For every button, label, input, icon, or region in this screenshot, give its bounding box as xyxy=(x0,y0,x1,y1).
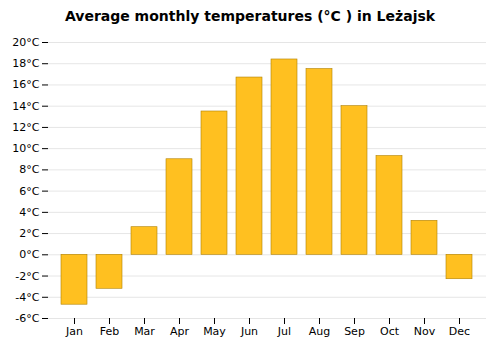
svg-text:-6°C: -6°C xyxy=(15,312,39,325)
html-text:Average monthly temperatures (: Average monthly temperatures (°C ) in Le… xyxy=(64,8,436,24)
svg-text:8°C: 8°C xyxy=(19,163,39,176)
svg-text:-2°C: -2°C xyxy=(15,270,39,283)
svg-text:Jan: Jan xyxy=(65,325,83,338)
svg-text:4°C: 4°C xyxy=(19,206,39,219)
svg-text:Aug: Aug xyxy=(309,325,330,338)
svg-text:Jun: Jun xyxy=(240,325,258,338)
svg-text:12°C: 12°C xyxy=(12,121,39,134)
svg-text:18°C: 18°C xyxy=(12,57,39,70)
svg-text:2°C: 2°C xyxy=(19,227,39,240)
svg-text:20°C: 20°C xyxy=(12,36,39,49)
svg-text:Mar: Mar xyxy=(134,325,155,338)
svg-text:May: May xyxy=(203,325,226,338)
svg-text:14°C: 14°C xyxy=(12,100,39,113)
svg-text:16°C: 16°C xyxy=(12,78,39,91)
svg-text:Apr: Apr xyxy=(170,325,190,338)
svg-text:-4°C: -4°C xyxy=(15,291,39,304)
svg-text:10°C: 10°C xyxy=(12,142,39,155)
svg-text:Sep: Sep xyxy=(344,325,365,338)
svg-text:Nov: Nov xyxy=(414,325,436,338)
svg-text:Feb: Feb xyxy=(100,325,119,338)
svg-text:Dec: Dec xyxy=(449,325,470,338)
svg-text:6°C: 6°C xyxy=(19,185,39,198)
svg-text:0°C: 0°C xyxy=(19,248,39,261)
svg-text:Jul: Jul xyxy=(277,325,291,338)
svg-text:Oct: Oct xyxy=(380,325,400,338)
